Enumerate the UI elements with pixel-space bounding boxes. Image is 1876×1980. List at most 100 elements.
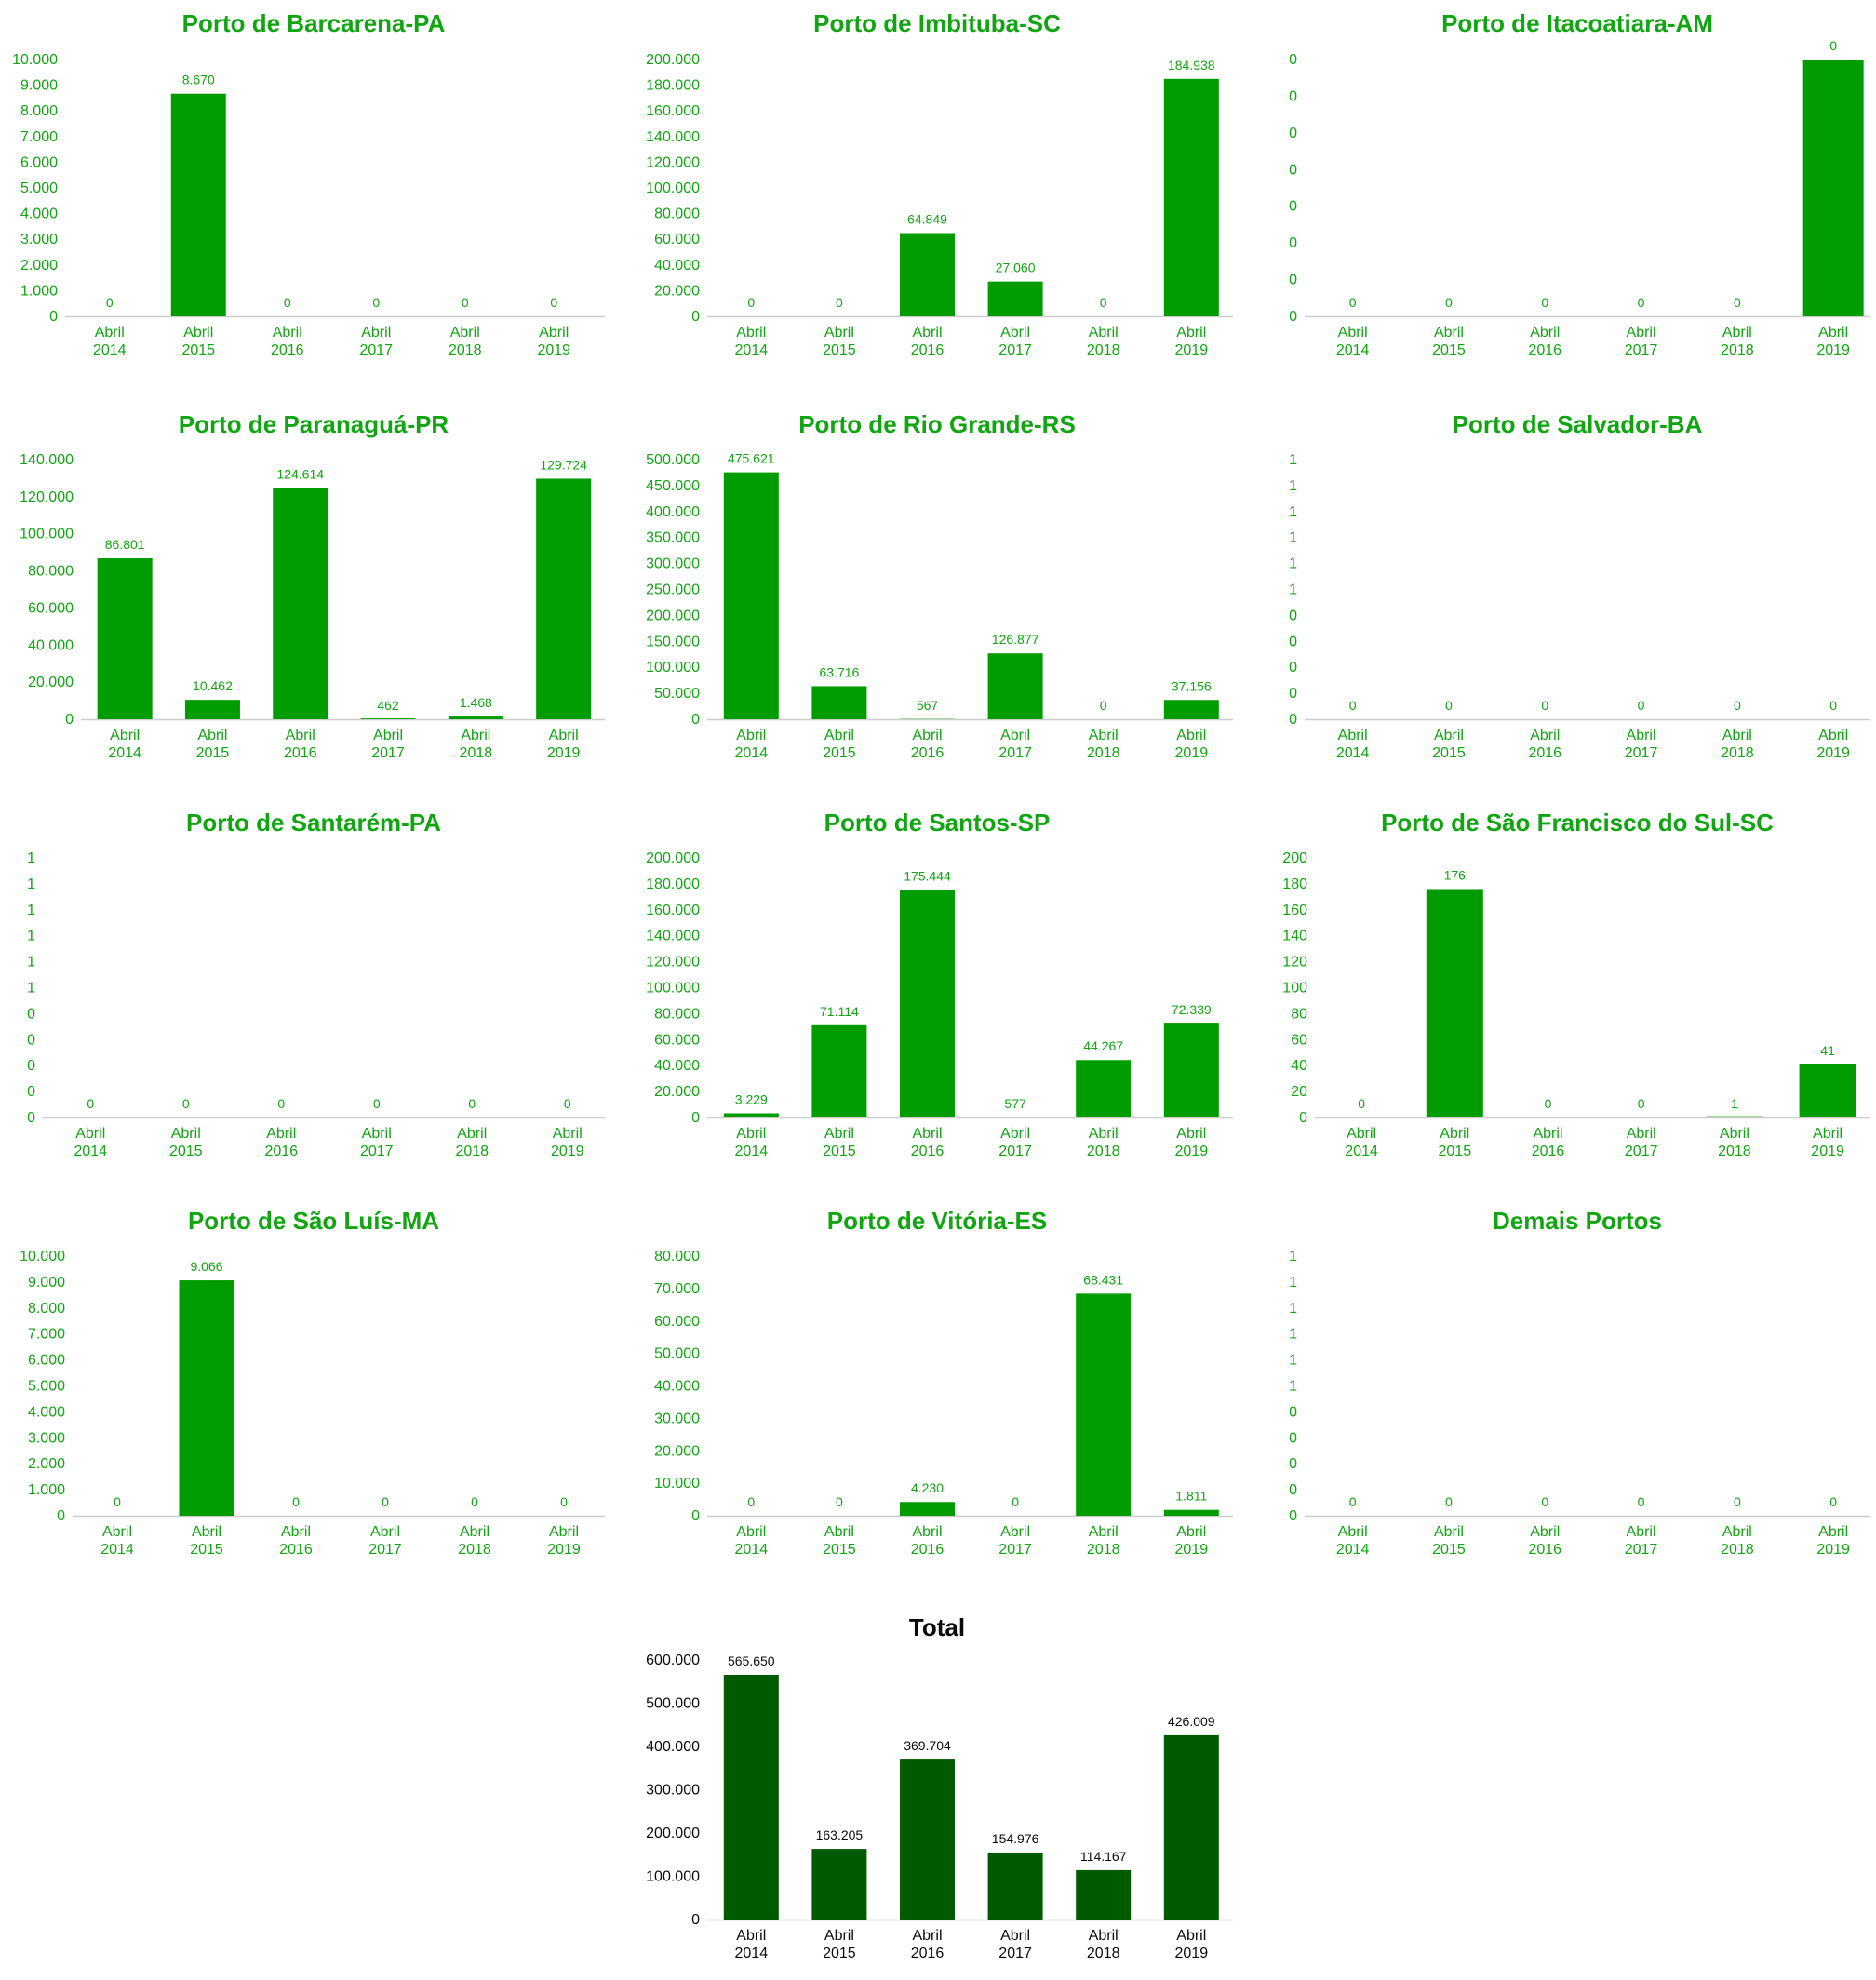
y-tick-label: 250.000 — [646, 582, 700, 598]
bar — [1076, 1060, 1131, 1117]
y-tick-label: 200.000 — [646, 608, 700, 623]
y-tick-label: 1 — [1289, 1301, 1297, 1317]
chart-title: Porto de Rio Grande-RS — [798, 410, 1076, 438]
y-tick-label: 0 — [1289, 712, 1297, 728]
y-tick-label: 100 — [1282, 981, 1307, 997]
data-label: 0 — [1445, 1494, 1453, 1509]
y-tick-label: 100.000 — [646, 660, 700, 676]
y-tick-label: 3.000 — [20, 232, 58, 248]
y-tick-label: 1 — [27, 981, 35, 997]
chart-porto-de-paranagua-pr: Porto de Paranaguá-PR020.00040.00060.000… — [20, 410, 605, 761]
data-label: 0 — [182, 1096, 190, 1111]
y-tick-label: 140.000 — [646, 929, 700, 944]
y-tick-label: 20.000 — [28, 675, 74, 690]
y-tick-label: 200.000 — [646, 850, 700, 866]
data-label: 37.156 — [1172, 678, 1212, 693]
data-label: 0 — [382, 1494, 389, 1509]
bar — [1164, 1023, 1219, 1117]
y-tick-label: 80.000 — [28, 564, 74, 580]
y-tick-label: 200 — [1282, 850, 1307, 866]
y-tick-label: 1 — [27, 903, 35, 918]
bar — [900, 234, 955, 316]
chart-title: Porto de Vitória-ES — [827, 1207, 1047, 1235]
data-label: 124.614 — [276, 467, 324, 482]
bar — [811, 686, 866, 719]
data-label: 0 — [1638, 1494, 1645, 1509]
bar — [1164, 79, 1219, 316]
y-tick-label: 20.000 — [654, 283, 700, 299]
data-label: 1 — [1731, 1096, 1738, 1111]
bar — [1800, 1064, 1856, 1117]
data-label: 0 — [550, 295, 557, 310]
data-label: 0 — [1349, 698, 1357, 713]
y-tick-label: 20 — [1291, 1084, 1307, 1100]
bar — [724, 1113, 779, 1117]
data-label: 0 — [1638, 698, 1645, 713]
data-label: 184.938 — [1168, 58, 1215, 73]
y-tick-label: 100.000 — [646, 181, 700, 196]
bar — [361, 718, 416, 719]
y-tick-label: 120.000 — [20, 489, 74, 505]
y-tick-label: 500.000 — [646, 452, 700, 468]
chart-title: Porto de Santarém-PA — [186, 809, 441, 836]
bar — [811, 1025, 866, 1117]
y-tick-label: 300.000 — [646, 556, 700, 572]
y-tick-label: 10.000 — [20, 1249, 65, 1264]
y-tick-label: 100.000 — [646, 1869, 700, 1885]
data-label: 163.205 — [816, 1827, 864, 1842]
y-tick-label: 1 — [1289, 1249, 1297, 1264]
chart-title: Porto de Santos-SP — [824, 809, 1051, 836]
y-tick-label: 0 — [27, 1032, 35, 1048]
y-tick-label: 0 — [27, 1058, 35, 1074]
data-label: 0 — [372, 295, 380, 310]
data-label: 129.724 — [540, 457, 587, 472]
y-tick-label: 10.000 — [654, 1476, 700, 1492]
chart-porto-de-imbituba-sc: Porto de Imbituba-SC020.00040.00060.0008… — [646, 9, 1233, 358]
chart-porto-de-barcarena-pa: Porto de Barcarena-PA01.0002.0003.0004.0… — [12, 9, 605, 358]
y-tick-label: 30.000 — [654, 1411, 700, 1426]
y-tick-label: 1 — [1289, 556, 1297, 572]
y-tick-label: 5.000 — [28, 1379, 65, 1395]
data-label: 0 — [471, 1494, 478, 1509]
data-label: 0 — [1445, 295, 1453, 310]
bar — [988, 1853, 1043, 1920]
y-tick-label: 1 — [27, 876, 35, 892]
bar — [98, 558, 153, 719]
y-tick-label: 300.000 — [646, 1783, 700, 1799]
y-tick-label: 140.000 — [20, 452, 74, 468]
bar — [1164, 700, 1219, 719]
data-label: 0 — [836, 1494, 843, 1509]
data-label: 0 — [1100, 698, 1107, 713]
data-label: 1.811 — [1175, 1489, 1207, 1504]
data-label: 86.801 — [105, 537, 145, 552]
y-tick-label: 120.000 — [646, 955, 700, 970]
bar — [180, 1280, 234, 1516]
chart-title: Porto de Imbituba-SC — [813, 9, 1061, 37]
